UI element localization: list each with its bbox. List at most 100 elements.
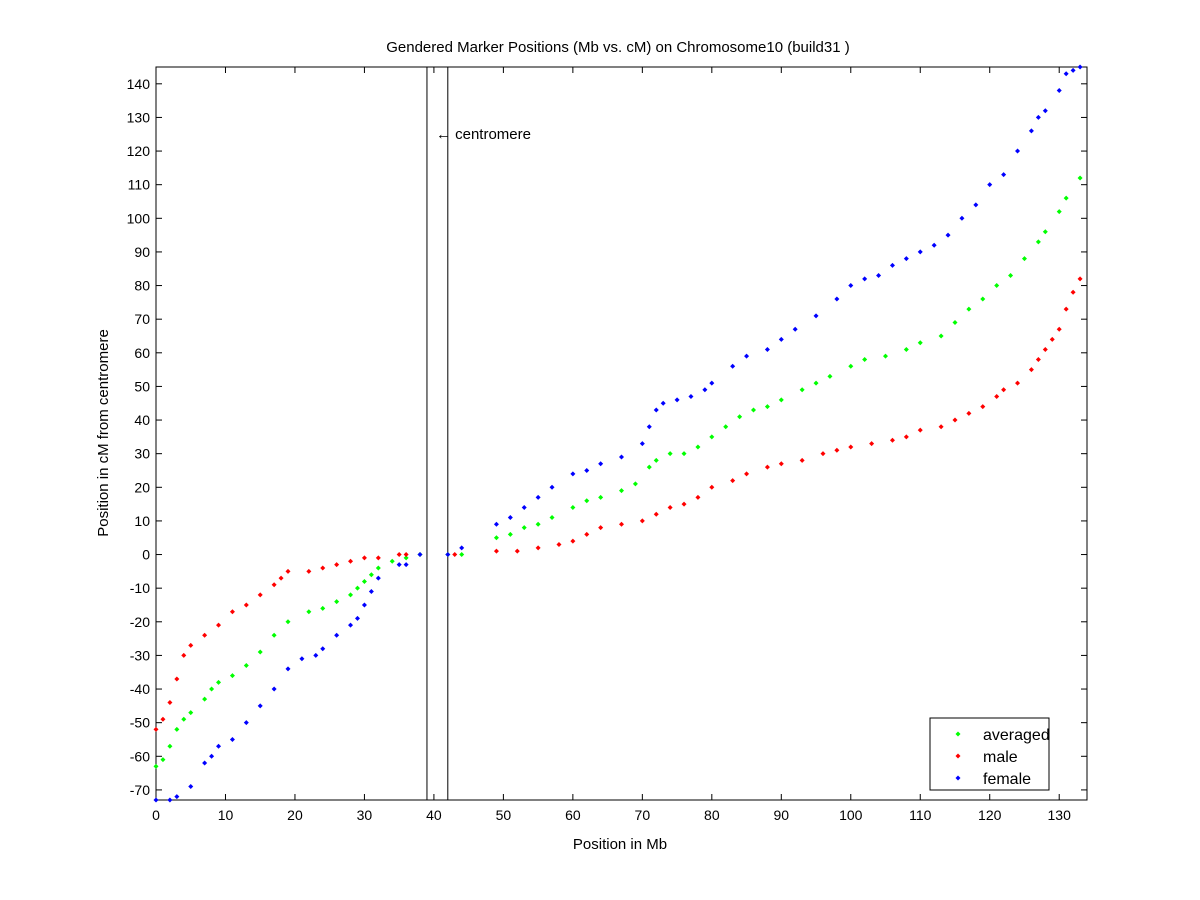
point-averaged [862,357,868,363]
point-male [174,676,180,682]
point-averaged [174,726,180,732]
point-male [1001,387,1007,393]
point-female [396,562,402,568]
point-averaged [1008,272,1014,278]
point-male [243,602,249,608]
point-male [403,552,409,558]
point-averaged [598,494,604,500]
point-male [619,521,624,527]
point-male [229,609,235,615]
point-male [639,518,645,524]
y-tick-label: -30 [130,647,150,663]
point-female [848,283,854,289]
point-averaged [1042,229,1048,235]
y-tick-label: 20 [134,479,150,495]
point-female [646,424,652,430]
point-female [917,249,923,255]
point-male [452,552,458,558]
point-averaged [167,743,173,749]
point-male [514,548,520,554]
point-male [764,464,770,470]
x-tick-label: 0 [152,807,160,823]
point-female [153,797,159,803]
point-averaged [188,710,194,716]
point-male [1063,306,1069,312]
point-male [1049,336,1055,342]
point-female [354,615,360,621]
point-male [556,541,562,547]
legend-label-female: female [983,771,1031,788]
point-averaged [1063,195,1069,201]
plot-area [155,66,1088,801]
point-male [257,592,263,598]
point-averaged [570,504,576,510]
point-averaged [737,414,743,420]
point-averaged [521,525,527,531]
point-male [396,552,402,558]
point-female [1056,88,1062,94]
point-female [368,589,374,595]
point-averaged [507,531,513,537]
y-tick-label: 120 [127,143,151,159]
point-male [271,582,277,588]
x-tick-label: 90 [774,807,790,823]
point-averaged [667,451,673,457]
point-male [1015,380,1021,386]
point-male [834,447,840,453]
point-female [271,686,277,692]
legend-label-averaged: averaged [983,727,1050,744]
point-female [549,484,555,490]
point-averaged [271,632,277,638]
y-tick-label: 90 [134,244,150,260]
y-tick-label: 70 [134,311,150,327]
point-male [216,622,222,628]
point-averaged [764,404,770,410]
x-tick-label: 130 [1048,807,1072,823]
point-averaged [160,757,166,763]
point-averaged [917,340,923,346]
point-female [1070,67,1076,73]
point-averaged [681,451,687,457]
point-female [987,182,993,188]
centromere-label: ← centromere [436,126,531,143]
point-male [153,726,159,732]
point-female [674,397,680,403]
point-female [320,646,326,652]
point-averaged [952,320,958,326]
point-male [869,441,875,447]
series-male [153,276,1083,732]
point-averaged [334,599,340,605]
point-male [598,525,604,531]
point-male [730,478,736,484]
point-female [229,736,235,742]
y-tick-label: 140 [127,76,151,92]
point-male [820,451,826,457]
point-female [584,467,590,473]
point-female [876,272,882,278]
point-averaged [181,716,187,722]
point-female [653,407,659,413]
point-averaged [493,535,499,541]
point-male [306,568,312,574]
point-averaged [257,649,263,655]
point-averaged [285,619,291,625]
x-tick-label: 10 [218,807,234,823]
point-averaged [646,464,652,470]
point-female [521,504,527,510]
x-tick-label: 80 [704,807,720,823]
point-male [952,417,958,423]
point-averaged [966,306,972,312]
point-male [278,575,284,581]
y-tick-label: 30 [134,446,150,462]
point-female [535,494,541,500]
point-male [994,394,1000,400]
y-tick-label: -10 [130,580,150,596]
y-tick-label: 50 [134,378,150,394]
point-female [639,441,645,447]
point-female [1001,172,1007,178]
y-tick-label: 60 [134,345,150,361]
point-female [764,346,770,352]
point-averaged [827,373,833,379]
point-female [445,552,451,558]
